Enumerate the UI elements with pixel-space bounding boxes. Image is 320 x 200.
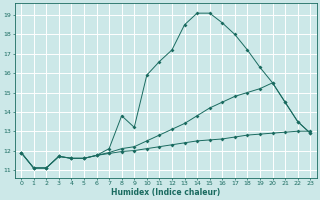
X-axis label: Humidex (Indice chaleur): Humidex (Indice chaleur) <box>111 188 220 197</box>
